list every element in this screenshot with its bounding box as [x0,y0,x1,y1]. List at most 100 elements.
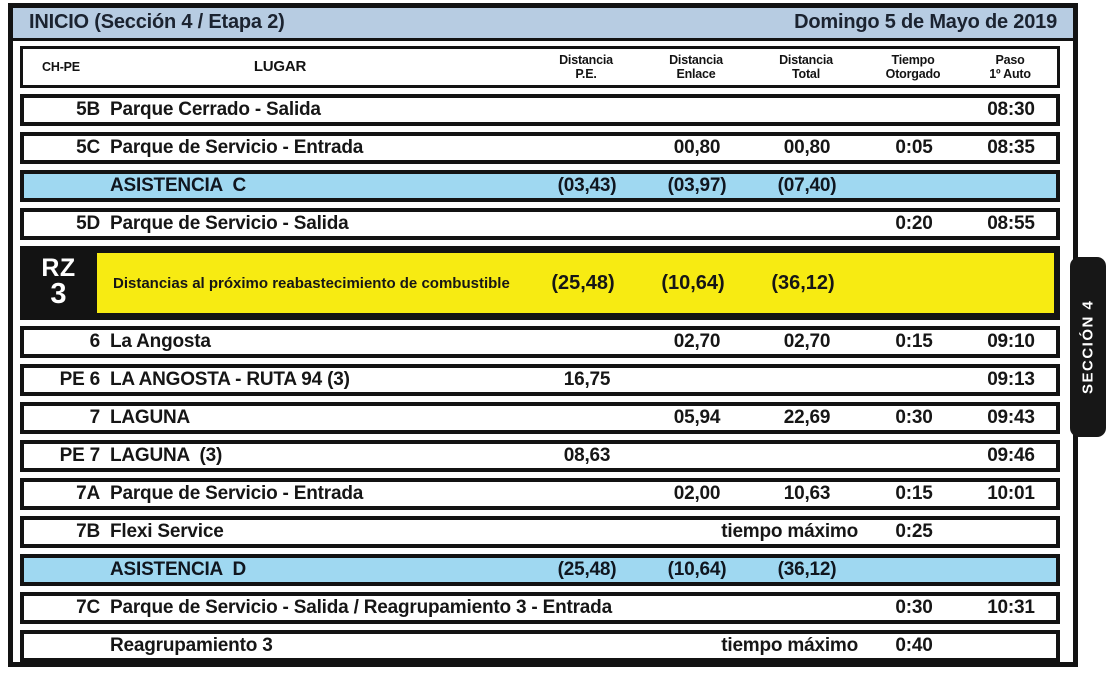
column-header-distancia-enlace: Distancia Enlace [641,53,751,82]
column-header-row: CH-PE LUGAR Distancia P.E. Distancia Enl… [20,46,1060,88]
column-header-label: Otorgado [885,67,941,81]
cell-control-code: 5B [76,99,100,120]
rz-number-label: 3 [50,278,67,311]
cell-first-car-time: 09:46 [987,445,1035,466]
itinerary-row: 7C Parque de Servicio - Salida / Reagrupa… [20,592,1060,624]
itinerary-row: Reagrupamiento 3 tiempo máximo 0:40 [20,630,1060,662]
cell-distance-enlace: 05,94 [673,407,721,428]
column-header-lugar: LUGAR [99,58,531,75]
itinerary-row: 7A Parque de Servicio - Entrada 02,00 10,63… [20,478,1060,510]
cell-time-allowed: 0:20 [895,213,933,234]
itinerary-row: 5D Parque de Servicio - Salida 0:20 08:55 [20,208,1060,240]
cell-first-car-time: 09:10 [987,331,1035,352]
cell-distance-enlace: (10,64) [667,559,727,580]
cell-distance-pe: (25,48) [551,271,615,294]
assistance-row: ASISTENCIA D (25,48) (10,64) (36,12) [20,554,1060,586]
cell-first-car-time: 09:13 [987,369,1035,390]
cell-location: LAGUNA [110,407,191,428]
cell-control-code: 7B [76,521,100,542]
itinerary-row: 5C Parque de Servicio - Entrada 00,80 00,80… [20,132,1060,164]
itinerary-row: 6 La Angosta 02,70 02,70 0:15 09:10 [20,326,1060,358]
column-header-label: P.E. [575,67,597,81]
cell-first-car-time: 10:31 [987,597,1035,618]
cell-location: ASISTENCIA D [110,559,247,580]
cell-time-allowed: 0:40 [895,635,933,656]
cell-time-allowed: 0:30 [895,597,933,618]
cell-control-code: 5D [76,213,100,234]
refuel-distance-label: Distancias al próximo reabastecimiento d… [113,274,510,292]
column-header-tiempo-otorgado: Tiempo Otorgado [861,53,965,82]
column-header-label: LUGAR [253,58,307,76]
column-header-distancia-pe: Distancia P.E. [531,53,641,82]
cell-location: Reagrupamiento 3 [110,635,273,656]
cell-distance-total: 22,69 [783,407,831,428]
cell-control-code: 5C [76,137,100,158]
cell-distance-total: (07,40) [777,175,837,196]
refuel-zone-row: RZ 3 Distancias al próximo reabastecimient… [20,246,1060,320]
column-header-label: CH-PE [42,59,80,74]
column-header-label: Paso [995,52,1025,67]
title-bar: INICIO (Sección 4 / Etapa 2) Domingo 5 d… [13,8,1073,41]
cell-first-car-time: 09:43 [987,407,1035,428]
cell-control-code: PE 7 [59,445,101,466]
page-date: Domingo 5 de Mayo de 2019 [794,10,1057,33]
cell-location: Parque de Servicio - Salida [110,213,349,234]
cell-time-allowed: 0:30 [895,407,933,428]
cell-first-car-time: 08:30 [987,99,1035,120]
cell-control-code: 6 [89,331,101,352]
cell-distance-enlace: 02,70 [673,331,721,352]
cell-distance-pe: (25,48) [557,559,617,580]
column-header-label: 1º Auto [989,67,1031,81]
cell-first-car-time: 08:55 [987,213,1035,234]
cell-distance-total: (36,12) [777,559,837,580]
section-index-tab: SECCIÓN 4 [1070,257,1106,437]
column-header-label: Distancia [779,52,833,67]
column-header-ch-pe: CH-PE [23,60,99,74]
cell-distance-enlace: 00,80 [673,137,721,158]
rz-code-label: RZ [41,254,76,283]
max-time-label: tiempo máximo [721,635,858,656]
max-time-label: tiempo máximo [721,521,858,542]
cell-location: LAGUNA (3) [110,445,223,466]
cell-distance-enlace: 02,00 [673,483,721,504]
cell-control-code: 7 [89,407,101,428]
cell-first-car-time: 10:01 [987,483,1035,504]
cell-location: LA ANGOSTA - RUTA 94 (3) [110,369,350,390]
cell-distance-total: 10,63 [783,483,831,504]
cell-location: Parque de Servicio - Entrada [110,137,364,158]
cell-control-code: 7A [76,483,100,504]
cell-location: Parque de Servicio - Entrada [110,483,364,504]
column-header-paso-1-auto: Paso 1º Auto [965,53,1055,82]
cell-time-allowed: 0:25 [895,521,933,542]
rows-container: 5B Parque Cerrado - Salida 08:30 5C Parque d… [20,94,1060,662]
itinerary-row: 5B Parque Cerrado - Salida 08:30 [20,94,1060,126]
cell-time-allowed: 0:05 [895,137,933,158]
cell-distance-total: (36,12) [771,271,835,294]
column-header-label: Distancia [669,52,723,67]
cell-location: Parque Cerrado - Salida [110,99,321,120]
cell-distance-total: 00,80 [783,137,831,158]
itinerary-row: 7B Flexi Service tiempo máximo 0:25 [20,516,1060,548]
itinerary-row: PE 6 LA ANGOSTA - RUTA 94 (3) 16,75 09:13 [20,364,1060,396]
refuel-zone-code-box: RZ 3 [20,246,97,320]
cell-time-allowed: 0:15 [895,483,933,504]
cell-time-allowed: 0:15 [895,331,933,352]
page-title: INICIO (Sección 4 / Etapa 2) [29,10,285,33]
cell-distance-enlace: (10,64) [661,271,725,294]
cell-location: ASISTENCIA C [110,175,247,196]
cell-distance-pe: (03,43) [557,175,617,196]
cell-distance-total: 02,70 [783,331,831,352]
cell-control-code: 7C [76,597,100,618]
cell-location: Parque de Servicio - Salida / Reagrupami… [110,597,612,618]
cell-distance-pe: 16,75 [563,369,611,390]
itinerary-row: 7 LAGUNA 05,94 22,69 0:30 09:43 [20,402,1060,434]
cell-distance-pe: 08,63 [563,445,611,466]
cell-location: Flexi Service [110,521,224,542]
cell-location: La Angosta [110,331,211,352]
cell-control-code: PE 6 [59,369,101,390]
column-header-label: Distancia [559,52,613,67]
column-header-distancia-total: Distancia Total [751,53,861,82]
cell-first-car-time: 08:35 [987,137,1035,158]
column-header-label: Total [792,67,820,81]
